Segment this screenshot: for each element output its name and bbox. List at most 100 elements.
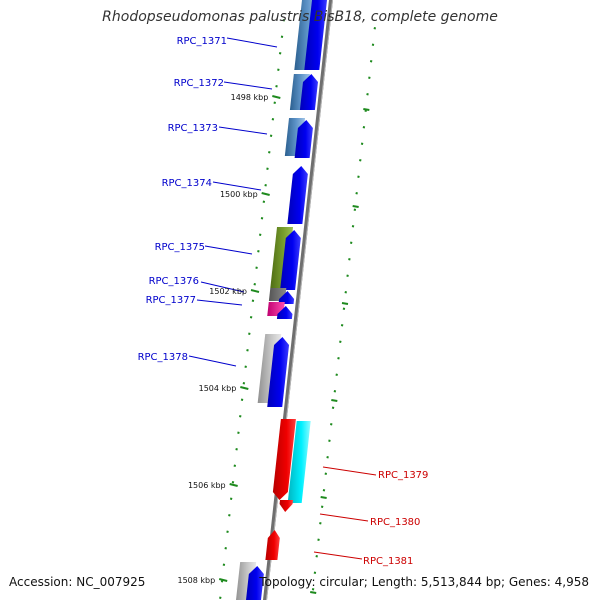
- rpc-1371-cds-arrow: [304, 0, 327, 70]
- rpc-1372-cds-arrow: [299, 74, 318, 110]
- inner-tick-mark: [238, 415, 242, 418]
- inner-tick-mark: [224, 547, 227, 550]
- inner-tick-mark: [244, 365, 247, 368]
- inner-tick-mark: [219, 596, 222, 599]
- rpc-1381-label: RPC_1381: [363, 556, 413, 567]
- scale-label: 1498 kbp: [231, 93, 269, 102]
- rpc-1377-label-line: [196, 299, 243, 306]
- inner-tick-mark: [233, 464, 237, 467]
- outer-tick-mark: [322, 489, 326, 492]
- outer-tick-mark: [360, 142, 364, 145]
- outer-tick-mark: [344, 291, 348, 294]
- genome-backbone: [262, 0, 334, 600]
- rpc-1375-label-line: [204, 245, 253, 255]
- rpc-1381-label-line: [313, 551, 363, 560]
- inner-tick-mark: [237, 431, 240, 434]
- rpc-1371-label-line: [226, 37, 278, 48]
- inner-tick-mark: [240, 398, 244, 401]
- rpc-1374-label: RPC_1374: [162, 178, 212, 189]
- inner-tick-mark: [235, 448, 238, 451]
- outer-major-tick-mark: [320, 496, 327, 499]
- rpc-1372-label: RPC_1372: [174, 78, 224, 89]
- outer-tick-mark: [364, 109, 367, 112]
- rpc-1375-cds-arrow: [280, 230, 301, 290]
- outer-tick-mark: [337, 357, 340, 360]
- outer-tick-mark: [353, 208, 357, 211]
- outer-tick-mark: [362, 126, 366, 129]
- inner-tick-mark: [262, 200, 266, 203]
- rpc-1376-cds-arrow: [278, 291, 295, 304]
- inner-tick-mark: [278, 52, 282, 55]
- inner-tick-mark: [269, 134, 273, 137]
- outer-tick-mark: [317, 538, 320, 541]
- inner-tick-mark: [228, 514, 231, 517]
- inner-tick-mark: [260, 217, 264, 220]
- inner-tick-mark: [253, 283, 257, 286]
- inner-tick-mark: [248, 332, 251, 335]
- backbone-highlight: [265, 0, 334, 600]
- outer-tick-mark: [340, 324, 344, 327]
- outer-tick-mark: [328, 439, 331, 442]
- outer-tick-mark: [311, 588, 315, 591]
- rpc-1376-label: RPC_1376: [149, 276, 199, 287]
- outer-tick-mark: [346, 274, 349, 277]
- outer-major-tick-mark: [331, 399, 338, 402]
- outer-tick-mark: [335, 373, 338, 376]
- outer-tick-mark: [349, 241, 353, 244]
- inner-tick-mark: [246, 349, 249, 352]
- inner-tick-mark: [271, 118, 275, 121]
- rpc-1379-label: RPC_1379: [378, 470, 428, 481]
- rpc-1379-cog-bar: [287, 421, 311, 503]
- rpc-1375-label: RPC_1375: [155, 242, 205, 253]
- outer-tick-mark: [359, 159, 362, 162]
- major-tick-mark: [240, 386, 249, 390]
- outer-tick-mark: [355, 192, 358, 195]
- rpc-1373-label: RPC_1373: [168, 123, 218, 134]
- outer-tick-mark: [371, 43, 375, 46]
- outer-tick-mark: [315, 555, 318, 558]
- rpc-1380-label: RPC_1380: [370, 517, 420, 528]
- outer-tick-mark: [368, 76, 371, 79]
- inner-tick-mark: [251, 299, 255, 302]
- rpc-1378-label: RPC_1378: [138, 352, 188, 363]
- scale-label: 1506 kbp: [188, 481, 226, 490]
- rpc-1379-label-line: [322, 466, 377, 476]
- inner-tick-mark: [264, 184, 267, 187]
- rpc-1380-cds-arrow: [279, 500, 293, 512]
- outer-tick-mark: [333, 390, 337, 393]
- outer-tick-mark: [348, 258, 351, 261]
- genome-title: Rhodopseudomonas palustris BisB18, compl…: [102, 9, 498, 25]
- rpc-1374-label-line: [212, 181, 262, 191]
- inner-tick-mark: [275, 85, 278, 88]
- inner-tick-mark: [280, 35, 284, 38]
- inner-tick-mark: [229, 497, 233, 500]
- outer-tick-mark: [320, 505, 324, 508]
- partial-cds-arrow: [245, 566, 264, 600]
- inner-tick-mark: [277, 68, 280, 71]
- rpc-1377-cds-arrow: [276, 306, 293, 319]
- inner-tick-mark: [257, 250, 260, 253]
- outer-tick-mark: [351, 225, 355, 228]
- outer-tick-mark: [342, 307, 346, 310]
- inner-tick-mark: [242, 382, 246, 385]
- inner-tick-mark: [226, 530, 229, 533]
- outer-tick-mark: [319, 522, 322, 525]
- outer-tick-mark: [339, 340, 342, 343]
- inner-tick-mark: [222, 563, 226, 566]
- outer-tick-mark: [331, 406, 335, 409]
- outer-tick-mark: [329, 423, 333, 426]
- rpc-1377-label: RPC_1377: [146, 295, 196, 306]
- topology-summary: Topology: circular; Length: 5,513,844 bp…: [259, 575, 589, 589]
- inner-tick-mark: [220, 580, 224, 583]
- inner-tick-mark: [273, 101, 276, 104]
- outer-tick-mark: [357, 175, 360, 178]
- rpc-1378-label-line: [188, 355, 237, 367]
- rpc-1379-cds-arrow: [272, 419, 296, 500]
- rpc-1373-label-line: [218, 126, 268, 135]
- scale-label: 1500 kbp: [220, 190, 258, 199]
- major-tick-mark: [229, 483, 238, 487]
- inner-tick-mark: [266, 167, 269, 170]
- rpc-1373-cds-arrow: [294, 120, 313, 158]
- outer-tick-mark: [326, 456, 329, 459]
